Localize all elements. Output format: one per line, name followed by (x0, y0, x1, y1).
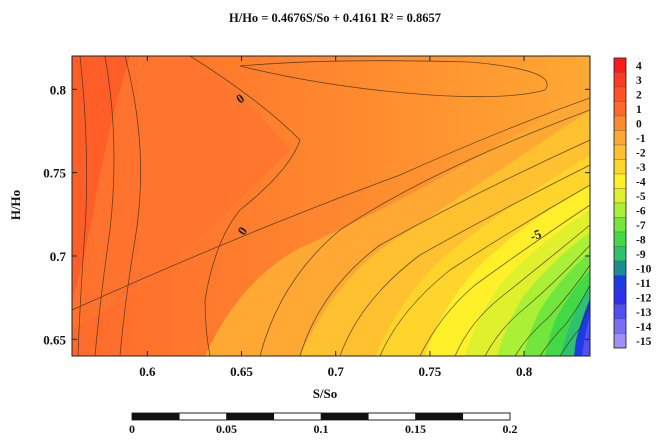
colorbar-label: -4 (636, 176, 646, 188)
plot-frame (71, 55, 591, 357)
scale-bar: 0 0.05 0.1 0.15 0.2 (129, 412, 518, 436)
scale-bar-segment (321, 413, 369, 420)
x-tick-label: 0.7 (328, 364, 345, 379)
colorbar-label: -2 (636, 147, 646, 159)
contour-fill-upper-left (72, 56, 290, 330)
colorbar-swatch (613, 318, 627, 334)
colorbar-label: -3 (636, 162, 646, 174)
colorbar-swatch (613, 86, 627, 102)
colorbar-frame (613, 57, 627, 349)
scale-bar-segment (132, 413, 180, 420)
colorbar-label: -5 (636, 191, 646, 203)
colorbar-swatch (613, 231, 627, 247)
colorbar-label: -13 (636, 307, 652, 319)
y-tick-label: 0.75 (43, 166, 66, 181)
scale-bar-frame (131, 412, 511, 421)
colorbar-swatch (613, 260, 627, 276)
colorbar-swatch (613, 57, 627, 73)
colorbar-label: -14 (636, 321, 652, 333)
contour-fill-level-minus12 (582, 315, 590, 356)
scale-bar-segment (462, 412, 511, 421)
y-tick-label: 0.8 (50, 82, 67, 97)
scale-bar-segment (415, 413, 463, 420)
colorbar-swatch (613, 72, 627, 88)
y-axis-label: H/Ho (8, 190, 23, 220)
colorbar-label: 0 (636, 118, 642, 130)
x-axis-label: S/So (313, 386, 338, 401)
y-tick-label: 0.65 (43, 332, 66, 347)
colorbar-label: -1 (636, 133, 646, 145)
x-tick-label: 0.65 (230, 364, 253, 379)
contour-fill-left-strip (72, 56, 130, 300)
colorbar-swatch (613, 159, 627, 175)
colorbar-label: -12 (636, 292, 652, 304)
colorbar-swatch (613, 101, 627, 117)
scale-bar-segment (178, 412, 227, 421)
colorbar-label: 2 (636, 89, 642, 101)
x-tick-label: 0.75 (419, 364, 442, 379)
colorbar-swatch (613, 217, 627, 233)
scale-bar-segment (226, 413, 274, 420)
colorbar-label: -15 (636, 336, 652, 348)
colorbar-swatch (613, 188, 627, 204)
colorbar-swatch (613, 130, 627, 146)
colorbar-swatch (613, 202, 627, 218)
colorbar-label: 1 (636, 104, 642, 116)
scale-bar-segment (367, 412, 416, 421)
colorbar-label: -10 (636, 263, 652, 275)
contour-lines (72, 56, 590, 356)
y-tick-label: 0.7 (50, 249, 67, 264)
scale-bar-label: 0.1 (314, 422, 329, 436)
colorbar-label: -9 (636, 249, 646, 261)
scale-bar-label: 0 (129, 422, 135, 436)
scale-bar-label: 0.2 (503, 422, 518, 436)
colorbar-swatch (613, 304, 627, 320)
x-axis-ticks: 0.6 0.65 0.7 0.75 0.8 (139, 56, 533, 379)
colorbar: 4 3 2 1 0 -1 -2 -3 -4 -5 -6 -7 -8 -9 -10 -11 -12 -13 -14 -1… (613, 57, 652, 349)
x-tick-label: 0.8 (516, 364, 533, 379)
colorbar-label: 3 (636, 75, 642, 87)
contour-plot-area: 0 0 -5 (72, 56, 590, 356)
colorbar-swatch (613, 275, 627, 291)
chart-title: H/Ho = 0.4676S/So + 0.4161 R² = 0.8657 (229, 11, 441, 25)
colorbar-label: -6 (636, 205, 646, 217)
colorbar-swatch (613, 144, 627, 160)
colorbar-swatch (613, 173, 627, 189)
colorbar-swatch (613, 246, 627, 262)
x-tick-label: 0.6 (139, 364, 156, 379)
colorbar-label: -8 (636, 234, 646, 246)
colorbar-label: 4 (636, 60, 642, 72)
scale-bar-segment (273, 412, 322, 421)
colorbar-label: -7 (636, 220, 646, 232)
colorbar-swatch (613, 333, 627, 349)
colorbar-label: -11 (636, 278, 651, 290)
y-axis-ticks: 0.65 0.7 0.75 0.8 (43, 82, 590, 347)
colorbar-swatch (613, 289, 627, 305)
colorbar-swatch (613, 115, 627, 131)
scale-bar-label: 0.15 (405, 422, 426, 436)
scale-bar-label: 0.05 (216, 422, 237, 436)
